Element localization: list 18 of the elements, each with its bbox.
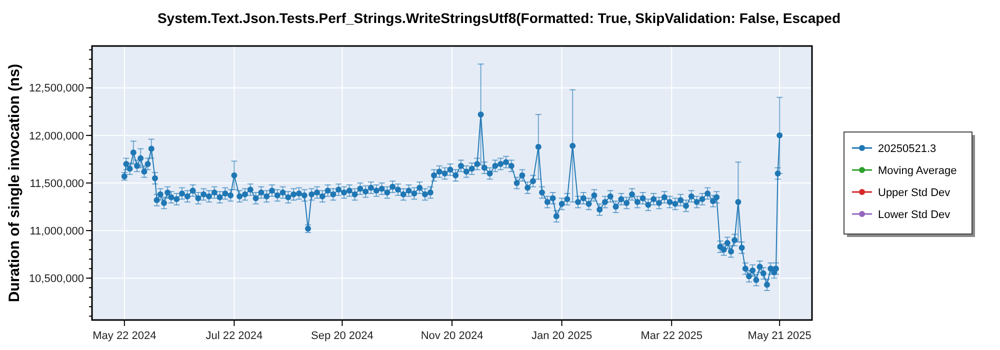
chart-title: System.Text.Json.Tests.Perf_Strings.WriteStringsUtf8(Formatted: True, SkipValidation: False, Escaped	[157, 10, 841, 26]
legend-label: Upper Std Dev	[878, 186, 951, 199]
legend-label: 20250521.3	[878, 142, 936, 155]
x-tick-label: Mar 22 2025	[640, 330, 702, 342]
x-tick-label: May 21 2025	[748, 330, 812, 342]
legend-label: Moving Average	[878, 164, 957, 177]
x-tick-label: Sep 20 2024	[311, 330, 374, 342]
x-tick-label: May 22 2024	[92, 330, 156, 342]
y-tick-label: 12,500,000	[28, 82, 84, 95]
legend-label: Lower Std Dev	[878, 208, 951, 221]
y-tick-label: 11,500,000	[30, 178, 84, 190]
x-tick-label: Jan 20 2025	[532, 330, 592, 342]
x-tick-label: Nov 20 2024	[420, 330, 484, 342]
y-tick-label: 10,500,000	[28, 272, 84, 285]
x-tick-label: Jul 22 2024	[206, 330, 263, 342]
y-tick-label: 12,000,000	[28, 130, 84, 142]
y-axis-title: Duration of single invocation (ns)	[6, 64, 23, 302]
y-tick-label: 11,000,000	[30, 225, 84, 238]
